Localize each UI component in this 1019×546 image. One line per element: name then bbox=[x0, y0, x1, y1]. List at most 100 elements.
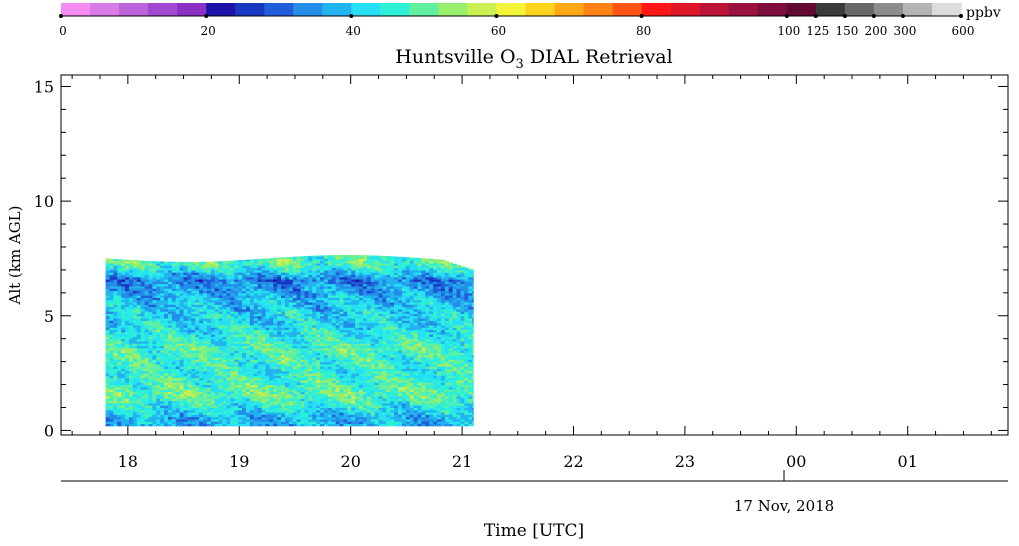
heatmap-cell bbox=[226, 331, 231, 335]
heatmap-cell bbox=[160, 359, 165, 363]
heatmap-cell bbox=[238, 334, 243, 337]
heatmap-cell bbox=[199, 299, 204, 303]
heatmap-cell bbox=[355, 285, 360, 289]
heatmap-cell bbox=[339, 357, 344, 360]
heatmap-cell bbox=[175, 265, 181, 269]
heatmap-cell bbox=[343, 288, 348, 292]
heatmap-cell bbox=[339, 258, 344, 262]
heatmap-cell bbox=[316, 297, 321, 301]
heatmap-cell bbox=[257, 267, 263, 271]
heatmap-cell bbox=[164, 368, 169, 372]
heatmap-cell bbox=[222, 414, 227, 418]
heatmap-cell bbox=[359, 373, 364, 376]
heatmap-cell bbox=[284, 366, 290, 369]
heatmap-cell bbox=[105, 357, 110, 360]
heatmap-cell bbox=[343, 361, 348, 365]
heatmap-cell bbox=[296, 311, 302, 314]
heatmap-cell bbox=[191, 412, 196, 415]
heatmap-cell bbox=[125, 343, 130, 347]
heatmap-cell bbox=[304, 288, 309, 292]
heatmap-cell bbox=[359, 375, 364, 379]
heatmap-cell bbox=[179, 386, 185, 390]
heatmap-cell bbox=[132, 285, 138, 289]
colorbar-tick bbox=[59, 14, 63, 18]
heatmap-cell bbox=[261, 373, 266, 376]
y-tick-label: 10 bbox=[34, 192, 54, 211]
heatmap-cell bbox=[288, 359, 294, 363]
heatmap-cell bbox=[132, 400, 138, 404]
heatmap-cell bbox=[242, 263, 247, 266]
heatmap-cell bbox=[269, 334, 274, 337]
heatmap-cell bbox=[128, 327, 134, 331]
heatmap-cell bbox=[136, 377, 142, 381]
heatmap-cell bbox=[140, 315, 146, 319]
heatmap-cell bbox=[230, 269, 235, 273]
heatmap-cell bbox=[187, 313, 192, 317]
heatmap-cell bbox=[257, 414, 263, 418]
heatmap-cell bbox=[160, 379, 165, 383]
heatmap-cell bbox=[167, 379, 173, 383]
heatmap-cell bbox=[312, 311, 317, 314]
heatmap-cell bbox=[179, 377, 185, 381]
heatmap-cell bbox=[304, 267, 309, 271]
heatmap-cell bbox=[191, 354, 196, 358]
heatmap-cell bbox=[234, 299, 239, 303]
heatmap-cell bbox=[218, 375, 224, 379]
heatmap-cell bbox=[132, 302, 138, 305]
heatmap-cell bbox=[121, 263, 126, 266]
heatmap-cell bbox=[187, 329, 192, 333]
heatmap-cell bbox=[288, 345, 294, 349]
heatmap-cell bbox=[355, 393, 360, 397]
heatmap-cell bbox=[296, 398, 302, 402]
heatmap-cell bbox=[327, 345, 333, 349]
heatmap-cell bbox=[109, 304, 114, 308]
heatmap-cell bbox=[265, 279, 270, 282]
heatmap-cell bbox=[140, 370, 146, 374]
heatmap-cell bbox=[273, 327, 278, 331]
heatmap-cell bbox=[257, 315, 263, 319]
heatmap-cell bbox=[304, 418, 309, 422]
heatmap-cell bbox=[210, 281, 216, 285]
heatmap-cell bbox=[347, 269, 352, 273]
heatmap-cell bbox=[351, 370, 356, 374]
heatmap-cell bbox=[121, 315, 126, 319]
heatmap-cell bbox=[156, 396, 161, 399]
heatmap-cell bbox=[183, 315, 188, 319]
heatmap-cell bbox=[265, 396, 270, 399]
heatmap-cell bbox=[234, 263, 239, 266]
heatmap-cell bbox=[226, 379, 231, 383]
heatmap-cell bbox=[331, 409, 337, 413]
heatmap-cell bbox=[187, 276, 192, 280]
heatmap-cell bbox=[140, 285, 146, 289]
heatmap-cell bbox=[132, 377, 138, 381]
heatmap-cell bbox=[203, 412, 208, 415]
heatmap-cell bbox=[164, 418, 169, 422]
heatmap-cell bbox=[195, 340, 200, 344]
heatmap-cell bbox=[214, 320, 220, 324]
heatmap-cell bbox=[206, 423, 212, 427]
heatmap-cell bbox=[312, 327, 317, 331]
heatmap-cell bbox=[167, 338, 173, 342]
heatmap-cell bbox=[284, 272, 290, 275]
heatmap-cell bbox=[249, 400, 255, 404]
heatmap-cell bbox=[156, 334, 161, 337]
heatmap-cell bbox=[253, 416, 259, 420]
heatmap-cell bbox=[308, 363, 313, 367]
heatmap-cell bbox=[226, 405, 231, 408]
heatmap-cell bbox=[347, 272, 352, 275]
heatmap-cell bbox=[245, 313, 251, 317]
colorbar-swatch bbox=[264, 3, 294, 16]
heatmap-cell bbox=[152, 421, 157, 425]
heatmap-cell bbox=[160, 418, 165, 422]
heatmap-cell bbox=[277, 334, 282, 337]
heatmap-cell bbox=[105, 274, 110, 278]
heatmap-cell bbox=[339, 308, 344, 312]
heatmap-cell bbox=[105, 329, 110, 333]
heatmap-cell bbox=[109, 324, 114, 328]
heatmap-cell bbox=[316, 402, 321, 406]
heatmap-cell bbox=[308, 315, 313, 319]
heatmap-cell bbox=[343, 350, 348, 353]
heatmap-cell bbox=[191, 402, 196, 406]
heatmap-cell bbox=[277, 391, 282, 395]
heatmap-cell bbox=[238, 306, 243, 310]
